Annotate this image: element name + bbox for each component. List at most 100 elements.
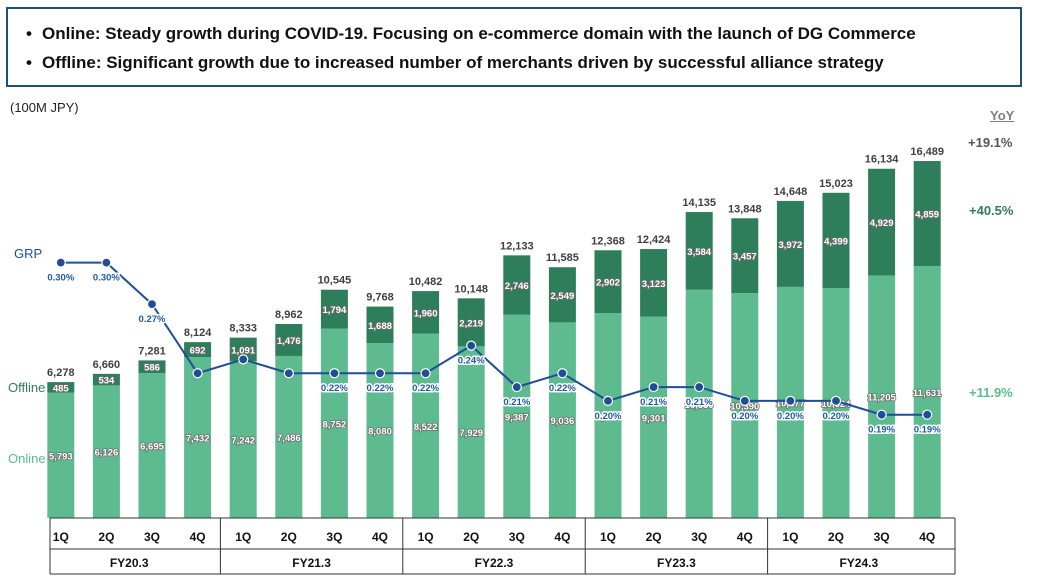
grp-point — [420, 368, 431, 379]
grp-value-label: 0.20% — [777, 411, 804, 422]
total-value-label: 8,333 — [229, 323, 257, 335]
bar-online — [138, 373, 166, 518]
offline-value-label: 1,476 — [277, 336, 301, 347]
total-value-label: 6,660 — [93, 359, 121, 371]
offline-value-label: 2,219 — [459, 318, 483, 329]
quarter-tick-label: 1Q — [600, 530, 616, 544]
online-value-label: 7,242 — [231, 436, 255, 447]
quarter-tick-label: 3Q — [691, 530, 707, 544]
bar-offline — [229, 337, 257, 362]
offline-value-label: 2,746 — [505, 281, 529, 292]
grp-point — [602, 395, 614, 406]
grp-value-label: 0.21% — [640, 397, 667, 408]
grp-series-label: GRP — [14, 246, 42, 261]
bar-offline — [685, 212, 713, 290]
grp-point — [648, 381, 659, 393]
offline-value-label: 1,960 — [414, 308, 438, 319]
quarter-tick-label: 3Q — [874, 530, 890, 544]
offline-value-label: 485 — [53, 383, 70, 394]
offline-value-label: 4,859 — [915, 210, 939, 221]
online-value-label: 10,550 — [685, 400, 714, 411]
quarter-tick-label: 2Q — [828, 530, 844, 544]
grp-line — [60, 261, 928, 416]
bar-online — [47, 392, 75, 518]
grp-point — [876, 409, 887, 420]
grp-point — [374, 368, 386, 379]
quarter-tick-label: 3Q — [144, 530, 160, 544]
online-value-label: 9,301 — [642, 413, 666, 424]
yoy-total-value: +19.1% — [968, 135, 1013, 150]
bar-online — [685, 289, 713, 518]
bar-offline — [594, 250, 622, 314]
bar-online — [640, 316, 668, 518]
total-value-label: 10,148 — [454, 283, 488, 295]
offline-value-label: 2,902 — [596, 278, 620, 289]
quarter-tick-label: 2Q — [98, 530, 114, 544]
online-value-label: 7,432 — [186, 434, 210, 445]
offline-value-label: 1,794 — [323, 305, 347, 316]
yoy-offline-value: +40.5% — [969, 203, 1014, 218]
bar-offline — [548, 267, 576, 323]
bar-offline — [640, 249, 668, 317]
headline-box: • Online: Steady growth during COVID-19. … — [6, 7, 1022, 87]
online-value-label: 11,205 — [867, 393, 896, 404]
total-value-label: 11,585 — [546, 252, 579, 264]
grp-value-label: 0.22% — [321, 383, 348, 394]
grp-point — [192, 368, 203, 379]
grp-value-label: 0.22% — [549, 383, 576, 394]
quarter-tick-label: 3Q — [509, 530, 525, 544]
bar-offline — [913, 161, 941, 267]
bar-offline — [412, 291, 440, 334]
quarter-tick-label: 2Q — [281, 530, 297, 544]
quarter-tick-label: 4Q — [737, 530, 753, 544]
grp-point — [238, 354, 249, 365]
total-value-label: 14,135 — [682, 197, 716, 209]
grp-point — [694, 381, 705, 393]
total-value-label: 6,278 — [47, 367, 75, 379]
online-value-label: 7,929 — [459, 428, 483, 439]
unit-label: (100M JPY) — [10, 100, 79, 115]
grp-value-label: 0.21% — [686, 397, 713, 408]
bar-online — [503, 314, 531, 518]
grp-value-label: 0.20% — [595, 411, 622, 422]
online-value-label: 10,390 — [730, 402, 759, 413]
offline-value-label: 586 — [144, 363, 160, 374]
quarter-tick-label: 4Q — [919, 530, 935, 544]
offline-value-label: 534 — [98, 376, 115, 387]
bar-online — [229, 361, 257, 518]
grp-value-label: 0.27% — [139, 314, 166, 325]
grp-value-label: 0.20% — [731, 411, 758, 422]
grp-point — [329, 368, 340, 379]
bar-online — [868, 275, 896, 518]
offline-value-label: 4,399 — [824, 236, 848, 247]
quarter-tick-label: 1Q — [235, 530, 251, 544]
fiscal-year-label: FY21.3 — [292, 556, 331, 570]
total-value-label: 12,424 — [637, 234, 672, 246]
online-value-label: 11,631 — [913, 388, 942, 399]
quarter-tick-label: 2Q — [463, 530, 479, 544]
online-value-label: 7,486 — [277, 433, 301, 444]
total-value-label: 16,134 — [865, 154, 900, 166]
quarter-tick-label: 4Q — [190, 530, 206, 544]
grp-value-label: 0.30% — [47, 273, 74, 284]
online-value-label: 6,695 — [140, 442, 164, 453]
grp-value-label: 0.22% — [367, 383, 394, 394]
yoy-online-value: +11.9% — [969, 385, 1013, 400]
offline-value-label: 1,688 — [368, 321, 392, 332]
online-value-label: 6,126 — [95, 448, 119, 459]
offline-series-label: Offline — [8, 380, 45, 395]
offline-value-label: 3,972 — [779, 240, 803, 251]
online-value-label: 8,522 — [414, 422, 438, 433]
grp-value-label: 0.19% — [868, 425, 895, 436]
online-value-label: 5,793 — [49, 451, 73, 462]
bar-online — [92, 385, 120, 518]
grp-point — [830, 395, 842, 406]
total-value-label: 7,281 — [138, 345, 166, 357]
fiscal-year-label: FY24.3 — [839, 556, 878, 570]
total-value-label: 13,848 — [728, 203, 762, 215]
bar-online — [457, 346, 485, 518]
headline-bullet-online: • Online: Steady growth during COVID-19. … — [26, 24, 916, 43]
bar-offline — [457, 298, 485, 347]
total-value-label: 10,545 — [318, 275, 352, 287]
